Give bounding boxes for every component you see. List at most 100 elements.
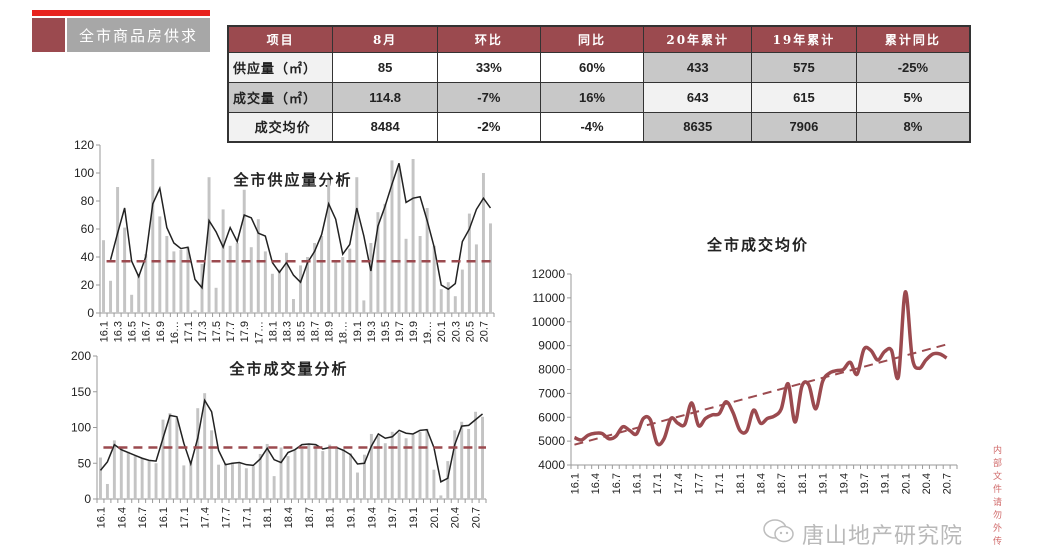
x-tick-label: 16.9	[155, 321, 167, 342]
y-tick-label: 4000	[538, 458, 565, 472]
trend-line	[574, 343, 947, 446]
header-accent-bar	[32, 10, 210, 16]
y-tick-label: 100	[74, 166, 94, 180]
x-tick-label: 20.7	[942, 473, 954, 494]
bar	[242, 189, 246, 313]
x-tick-label: 19.3	[366, 321, 378, 342]
row-label: 成交量（㎡）	[227, 81, 334, 113]
bar	[154, 463, 158, 499]
x-tick-label: 19.7	[387, 507, 399, 528]
y-tick-label: 100	[71, 421, 91, 435]
bar	[151, 159, 155, 313]
bar	[341, 257, 345, 313]
column-header: 20年累计	[643, 25, 753, 53]
x-tick-label: 17.9	[239, 321, 251, 342]
bar	[376, 436, 380, 499]
x-tick-label: 17.7	[225, 321, 237, 342]
bar	[158, 216, 162, 313]
bar	[179, 250, 183, 313]
bar	[474, 244, 478, 313]
bar	[265, 443, 269, 499]
bar	[237, 463, 241, 499]
x-tick-label: 20.1	[900, 473, 912, 494]
bar	[460, 421, 464, 499]
bar	[335, 447, 339, 499]
series-line	[99, 398, 484, 483]
bar	[328, 444, 332, 499]
x-tick-label: 20.1	[436, 321, 448, 342]
x-tick-label: 16.1	[631, 473, 643, 494]
bar	[116, 187, 120, 313]
x-tick-label: 17.5	[211, 321, 223, 342]
x-tick-label: 16.7	[137, 507, 149, 528]
bar	[411, 434, 415, 499]
bar	[383, 443, 387, 499]
table-cell: 85	[332, 51, 438, 83]
section-header: 全市商品房供求	[32, 18, 210, 52]
table-row: 成交均价 8484 -2% -4% 8635 7906 8%	[227, 111, 971, 143]
y-tick-label: 5000	[538, 434, 565, 448]
x-tick-label: 18…	[338, 321, 350, 344]
y-tick-label: 50	[78, 456, 92, 470]
bar	[362, 300, 366, 313]
bar	[355, 177, 359, 313]
x-tick-label: 16.1	[569, 473, 581, 494]
bar	[489, 223, 492, 313]
bar	[369, 243, 373, 313]
bar	[418, 431, 422, 499]
bar	[251, 466, 255, 499]
bar	[467, 213, 471, 313]
table-cell: 8%	[855, 111, 971, 143]
bar	[105, 483, 109, 499]
bar	[109, 280, 113, 313]
bar	[307, 443, 311, 499]
x-tick-label: 19.9	[408, 321, 420, 342]
bar	[224, 463, 227, 499]
series-line	[573, 290, 948, 447]
x-tick-label: 20.3	[450, 321, 462, 342]
table-cell: 8484	[332, 111, 438, 143]
x-tick-label: 17.1	[183, 321, 195, 342]
bar	[186, 247, 190, 313]
bar	[418, 236, 422, 313]
x-tick-label: 18.1	[797, 473, 809, 494]
x-tick-label: 17.1	[241, 507, 253, 528]
bar	[189, 461, 193, 499]
bar	[137, 273, 141, 313]
x-tick-label: 17.3	[197, 321, 209, 342]
bar	[230, 462, 234, 499]
price-chart: 4000 5000 6000 7000 8000 9000 10000 11000 12000 1…	[532, 236, 958, 494]
bar	[221, 209, 225, 313]
y-tick-label: 8000	[538, 363, 565, 377]
table-row: 供应量（㎡） 85 33% 60% 433 575 -25%	[227, 51, 971, 83]
x-tick-label: 18.4	[756, 473, 768, 494]
bar	[383, 203, 387, 313]
side-note: 内部文件 请勿外传	[993, 446, 1003, 547]
x-tick-label: 19.5	[380, 321, 392, 342]
x-tick-label: 19.1	[346, 507, 358, 528]
bar	[182, 465, 186, 499]
bar	[277, 269, 281, 313]
x-tick-label: 20.7	[478, 321, 490, 342]
x-tick-label: 19…	[422, 321, 434, 344]
table-cell: 16%	[539, 81, 645, 113]
x-tick-label: 18.1	[262, 507, 274, 528]
x-tick-label: 20.7	[471, 507, 483, 528]
bar	[292, 299, 295, 313]
x-tick-label: 19.1	[880, 473, 892, 494]
bar	[228, 245, 232, 313]
section-title: 全市商品房供求	[67, 18, 210, 52]
table-cell: 8635	[643, 111, 753, 143]
bar	[460, 269, 464, 313]
bar	[397, 432, 401, 499]
x-tick-label: 18.1	[325, 507, 337, 528]
table-cell: 643	[643, 81, 753, 113]
column-header: 同比	[539, 25, 645, 53]
table-cell: -7%	[436, 81, 541, 113]
bar	[112, 440, 116, 499]
bar	[334, 261, 338, 313]
bar	[214, 287, 218, 313]
bar	[348, 248, 352, 313]
x-tick-label: 19.1	[818, 473, 830, 494]
watermark-text: 唐山地产研究院	[802, 524, 964, 549]
